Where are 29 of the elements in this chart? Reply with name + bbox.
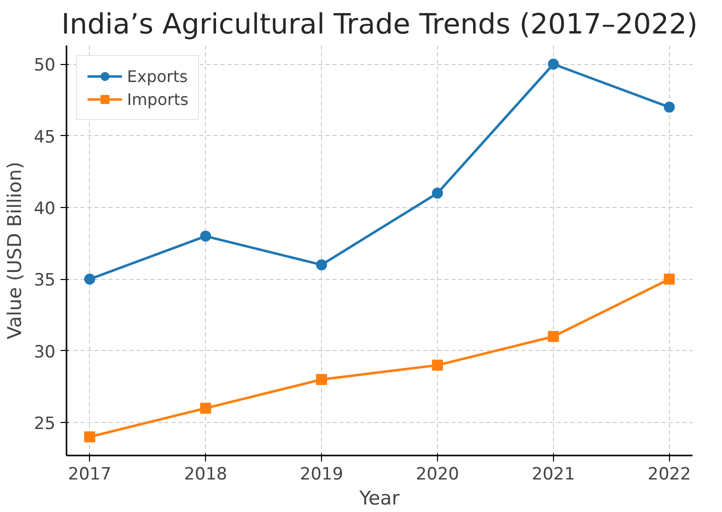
x-tick-label: 2020 [416,464,460,484]
x-tick-label: 2019 [300,464,344,484]
point [432,360,443,371]
chart-title: India’s Agricultural Trade Trends (2017–2022) [61,8,698,40]
y-tick-label: 30 [34,342,56,362]
point [200,402,212,414]
x-tick-label: 2021 [532,464,576,484]
legend-label: Imports [127,90,188,108]
point [548,58,559,70]
y-tick-label: 35 [34,270,56,291]
point [664,102,675,113]
y-tick-label: 25 [34,414,56,434]
x-tick-label: 2018 [184,464,228,484]
x-tick-label: 2017 [68,464,112,484]
y-tick-label: 40 [34,198,56,219]
point [548,331,559,342]
point [316,259,328,270]
y-tick-label: 45 [34,127,56,148]
y-axis-title: Value (USD Billion) [4,162,26,340]
point [664,274,675,285]
point [432,188,443,199]
point [84,431,96,442]
point [200,230,212,242]
legend-label: Exports [127,66,188,86]
y-tick-label: 50 [34,56,56,76]
point [84,274,96,285]
x-tick-label: 2022 [648,464,691,484]
point [316,374,328,386]
x-axis-title: Year [358,488,400,510]
